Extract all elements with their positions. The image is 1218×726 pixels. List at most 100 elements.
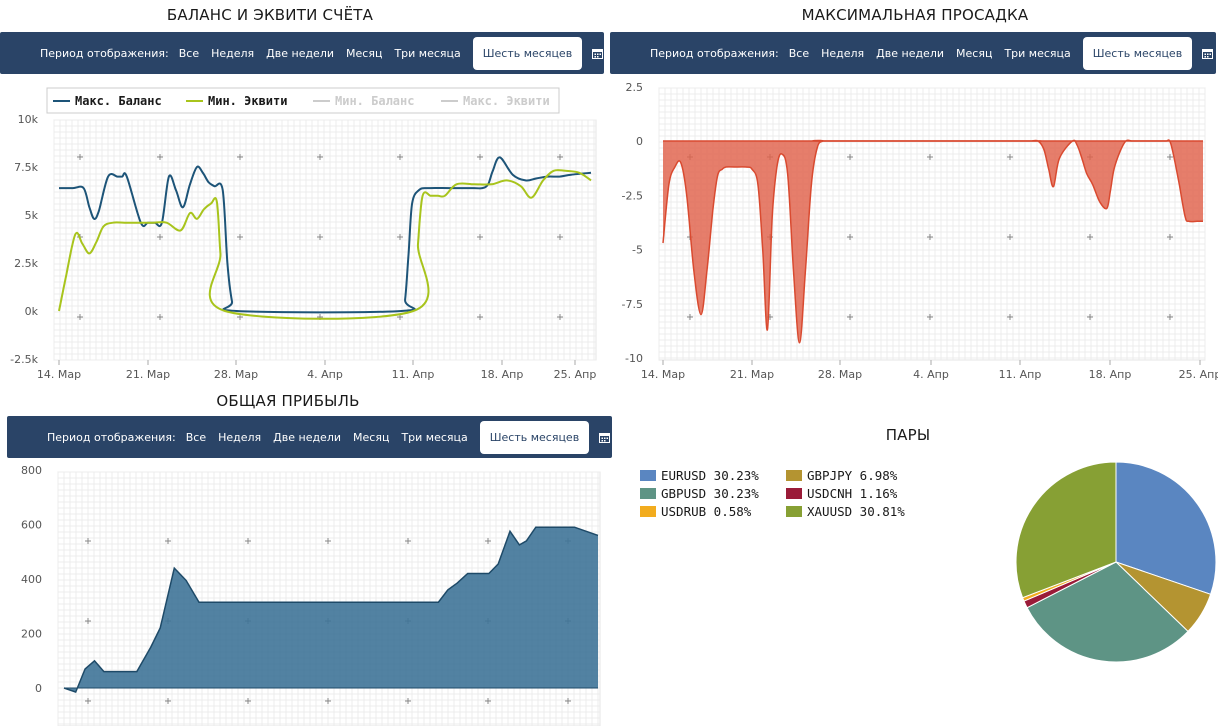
profit-y-tick-label: 400 — [21, 573, 42, 586]
period-option-three-months[interactable]: Три месяца — [1004, 46, 1071, 60]
drawdown-grid — [658, 87, 1206, 361]
profit-grid-marker — [85, 538, 91, 544]
balance-legend-box — [46, 87, 560, 114]
profit-y-tick-label: 200 — [21, 628, 42, 641]
period-option-two-weeks[interactable]: Две недели — [273, 430, 342, 444]
period-label: Период отображения: — [40, 46, 169, 60]
drawdown-grid-marker — [687, 314, 693, 320]
calendar-icon[interactable] — [599, 432, 611, 443]
period-option-month[interactable]: Месяц — [956, 46, 993, 60]
profit-chart-title: ОБЩАЯ ПРИБЫЛЬ — [216, 392, 360, 410]
balance-y-tick-label: -2.5k — [10, 353, 38, 366]
profit-grid-marker — [245, 698, 251, 704]
balance-y-tick-label: 5k — [25, 209, 39, 222]
legend-swatch — [640, 506, 656, 517]
profit-period-toolbar: Период отображения: Все Неделя Две недел… — [7, 416, 612, 458]
legend-swatch — [640, 470, 656, 481]
drawdown-grid-marker — [927, 314, 933, 320]
drawdown-grid-marker — [847, 234, 853, 240]
legend-swatch — [786, 488, 802, 499]
drawdown-grid-marker — [847, 154, 853, 160]
drawdown-y-tick-label: 2.5 — [626, 81, 644, 94]
profit-grid-marker — [405, 698, 411, 704]
profit-grid-marker — [485, 698, 491, 704]
balance-x-tick-label: 14. Мар — [37, 368, 81, 381]
balance-grid-marker — [77, 314, 83, 320]
legend-item-usdcnh[interactable]: USDCNH 1.16% — [786, 486, 897, 501]
balance-series-line-1 — [58, 169, 592, 320]
balance-grid-marker — [557, 234, 563, 240]
balance-y-tick-label: 7.5k — [14, 161, 38, 174]
legend-item-gbpjpy[interactable]: GBPJPY 6.98% — [786, 468, 897, 483]
period-option-week[interactable]: Неделя — [218, 430, 262, 444]
legend-label: EURUSD 30.23% — [661, 468, 759, 483]
balance-grid-marker — [557, 314, 563, 320]
balance-grid-marker — [157, 314, 163, 320]
drawdown-grid-marker — [1007, 314, 1013, 320]
legend-label: USDCNH 1.16% — [807, 486, 898, 501]
balance-y-tick-label: 2.5k — [14, 257, 38, 270]
balance-x-tick-label: 4. Апр — [307, 368, 343, 381]
legend-swatch — [786, 470, 802, 481]
calendar-icon[interactable] — [1202, 48, 1214, 59]
period-option-all[interactable]: Все — [185, 430, 207, 444]
balance-y-tick-label: 0k — [25, 305, 39, 318]
balance-grid-marker — [557, 154, 563, 160]
calendar-icon[interactable] — [592, 48, 604, 59]
balance-grid-marker — [77, 154, 83, 160]
profit-area — [64, 527, 598, 693]
balance-legend-label: Макс. Баланс — [75, 94, 162, 108]
drawdown-y-tick-label: -10 — [625, 352, 643, 365]
period-option-six-months[interactable]: Шесть месяцев — [479, 420, 590, 454]
legend-item-gbpusd[interactable]: GBPUSD 30.23% — [640, 486, 759, 501]
period-option-two-weeks[interactable]: Две недели — [876, 46, 945, 60]
profit-grid-marker — [245, 538, 251, 544]
period-option-two-weeks[interactable]: Две недели — [266, 46, 335, 60]
pie-slice-eurusd — [1115, 461, 1217, 595]
legend-label: USDRUB 0.58% — [661, 504, 752, 519]
balance-period-toolbar: Период отображения: Все Неделя Две недел… — [0, 32, 604, 74]
profit-grid-marker — [565, 698, 571, 704]
drawdown-y-tick-label: -7.5 — [622, 298, 643, 311]
drawdown-line — [662, 139, 1203, 344]
profit-y-tick-label: 800 — [21, 464, 42, 477]
profit-grid-marker — [85, 698, 91, 704]
pie-slice-gbpusd — [1026, 561, 1189, 663]
drawdown-y-tick-label: -5 — [632, 244, 643, 257]
period-option-month[interactable]: Месяц — [346, 46, 383, 60]
period-option-week[interactable]: Неделя — [821, 46, 865, 60]
legend-item-eurusd[interactable]: EURUSD 30.23% — [640, 468, 759, 483]
period-option-week[interactable]: Неделя — [211, 46, 255, 60]
period-option-three-months[interactable]: Три месяца — [394, 46, 461, 60]
profit-line — [63, 526, 599, 694]
balance-grid-marker — [477, 154, 483, 160]
period-option-all[interactable]: Все — [788, 46, 810, 60]
period-option-six-months[interactable]: Шесть месяцев — [1082, 36, 1193, 70]
drawdown-grid-marker — [1087, 314, 1093, 320]
period-option-all[interactable]: Все — [178, 46, 200, 60]
legend-item-usdrub[interactable]: USDRUB 0.58% — [640, 504, 751, 519]
profit-y-tick-label: 600 — [21, 519, 42, 532]
drawdown-x-tick-label: 25. Апр — [1179, 368, 1218, 381]
drawdown-grid-marker — [1167, 154, 1173, 160]
balance-grid-marker — [317, 154, 323, 160]
profit-grid-marker — [165, 538, 171, 544]
drawdown-x-tick-label: 18. Апр — [1089, 368, 1132, 381]
profit-grid-marker — [485, 538, 491, 544]
period-option-three-months[interactable]: Три месяца — [401, 430, 468, 444]
drawdown-grid-marker — [927, 154, 933, 160]
balance-grid-marker — [237, 234, 243, 240]
drawdown-period-toolbar: Период отображения: Все Неделя Две недел… — [610, 32, 1216, 74]
profit-grid-marker — [405, 538, 411, 544]
period-option-month[interactable]: Месяц — [353, 430, 390, 444]
legend-label: GBPJPY 6.98% — [807, 468, 898, 483]
legend-label: GBPUSD 30.23% — [661, 486, 759, 501]
profit-grid-marker — [325, 698, 331, 704]
period-option-six-months[interactable]: Шесть месяцев — [472, 36, 583, 70]
balance-grid-marker — [397, 154, 403, 160]
legend-item-xauusd[interactable]: XAUUSD 30.81% — [786, 504, 905, 519]
drawdown-area — [663, 140, 1203, 343]
balance-x-tick-label: 11. Апр — [392, 368, 435, 381]
balance-series-line-0 — [59, 156, 592, 314]
